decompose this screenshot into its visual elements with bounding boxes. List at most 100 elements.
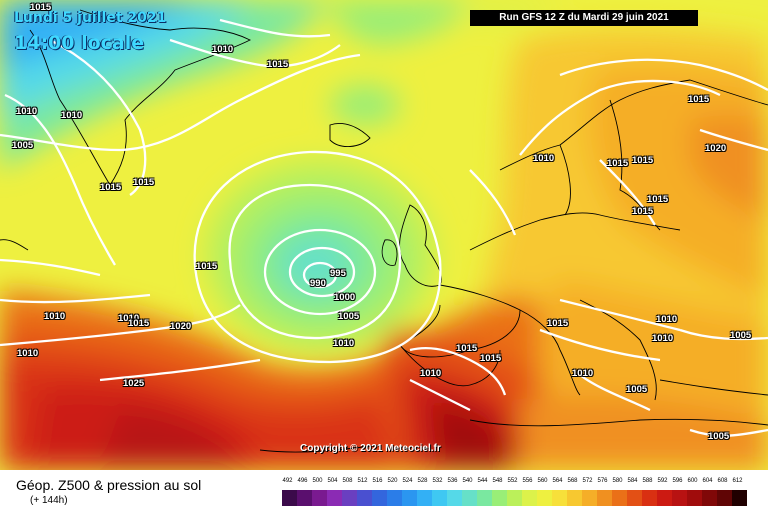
scale-tick-label: 500 bbox=[312, 478, 323, 484]
isobar-label: 1005 bbox=[708, 431, 730, 442]
scale-tick-label: 588 bbox=[642, 478, 653, 484]
isobar-label: 1015 bbox=[267, 59, 289, 70]
scale-tick-label: 552 bbox=[507, 478, 518, 484]
scale-tick-label: 540 bbox=[462, 478, 473, 484]
isobar-label: 1005 bbox=[12, 140, 34, 151]
scale-color-box bbox=[687, 490, 702, 506]
forecast-date: Lundi 5 juillet 2021 bbox=[14, 10, 167, 26]
scale-color-box bbox=[282, 490, 297, 506]
isobar-label: 1015 bbox=[647, 194, 669, 205]
scale-color-box bbox=[672, 490, 687, 506]
scale-tick-label: 544 bbox=[477, 478, 488, 484]
map-canvas bbox=[0, 0, 768, 470]
isobar-label: 1010 bbox=[212, 44, 234, 55]
scale-tick-label: 532 bbox=[432, 478, 443, 484]
isobar-label: 1010 bbox=[118, 313, 140, 324]
scale-tick-label: 512 bbox=[357, 478, 368, 484]
scale-color-box bbox=[342, 490, 357, 506]
scale-color-box bbox=[642, 490, 657, 506]
isobar-label: 1005 bbox=[338, 311, 360, 322]
scale-color-box bbox=[507, 490, 522, 506]
scale-tick-label: 556 bbox=[522, 478, 533, 484]
isobar-label: 1005 bbox=[626, 384, 648, 395]
scale-color-box bbox=[327, 490, 342, 506]
scale-color-box bbox=[402, 490, 417, 506]
scale-color-box bbox=[552, 490, 567, 506]
scale-tick-label: 604 bbox=[702, 478, 713, 484]
scale-tick-label: 600 bbox=[687, 478, 698, 484]
scale-tick-label: 528 bbox=[417, 478, 428, 484]
scale-color-box bbox=[597, 490, 612, 506]
forecast-local-time: 14:00 locale bbox=[14, 32, 145, 54]
isobar-label: 1020 bbox=[705, 143, 727, 154]
scale-tick-label: 524 bbox=[402, 478, 413, 484]
scale-color-box bbox=[297, 490, 312, 506]
scale-color-box bbox=[417, 490, 432, 506]
isobar-label: 1010 bbox=[61, 110, 83, 121]
legend-footer: Géop. Z500 & pression au sol (+ 144h) 49… bbox=[0, 470, 768, 512]
isobar-label: 1010 bbox=[44, 311, 66, 322]
isobar-label: 1010 bbox=[652, 333, 674, 344]
isobar-label: 1020 bbox=[170, 321, 192, 332]
isobar-label: 1015 bbox=[547, 318, 569, 329]
scale-tick-label: 548 bbox=[492, 478, 503, 484]
scale-tick-label: 592 bbox=[657, 478, 668, 484]
isobar-label: 1015 bbox=[128, 318, 150, 329]
scale-color-box bbox=[312, 490, 327, 506]
isobar-label: 1010 bbox=[656, 314, 678, 325]
scale-tick-label: 576 bbox=[597, 478, 608, 484]
isobar-label: 1010 bbox=[420, 368, 442, 379]
forecast-hours: (+ 144h) bbox=[30, 495, 68, 506]
scale-tick-label: 516 bbox=[372, 478, 383, 484]
legend-title: Géop. Z500 & pression au sol bbox=[16, 477, 202, 493]
copyright-text: Copyright © 2021 Meteociel.fr bbox=[300, 443, 441, 454]
scale-color-box bbox=[717, 490, 732, 506]
scale-color-box bbox=[657, 490, 672, 506]
model-run-label: Run GFS 12 Z du Mardi 29 juin 2021 bbox=[470, 10, 698, 26]
isobar-label: 995 bbox=[330, 268, 346, 279]
scale-color-box bbox=[357, 490, 372, 506]
isobar-label: 1015 bbox=[688, 94, 710, 105]
isobar-label: 1010 bbox=[16, 106, 38, 117]
scale-color-box bbox=[492, 490, 507, 506]
scale-tick-label: 508 bbox=[342, 478, 353, 484]
isobar-lines bbox=[0, 18, 768, 437]
isobar-label: 1000 bbox=[334, 292, 356, 303]
isobar-label: 1015 bbox=[100, 182, 122, 193]
scale-tick-label: 584 bbox=[627, 478, 638, 484]
isobar-label: 1025 bbox=[123, 378, 145, 389]
isobar-label: 1010 bbox=[533, 153, 555, 164]
isobar-label: 1010 bbox=[333, 338, 355, 349]
scale-tick-label: 580 bbox=[612, 478, 623, 484]
scale-color-box bbox=[567, 490, 582, 506]
isobar-label: 1005 bbox=[730, 330, 752, 341]
isobar-label: 1015 bbox=[30, 2, 52, 13]
scale-tick-label: 536 bbox=[447, 478, 458, 484]
scale-color-box bbox=[432, 490, 447, 506]
scale-color-box bbox=[447, 490, 462, 506]
scale-tick-label: 492 bbox=[282, 478, 293, 484]
scale-tick-label: 496 bbox=[297, 478, 308, 484]
scale-tick-label: 560 bbox=[537, 478, 548, 484]
weather-map: 1015 1010 1015 1010 1005 1015 1015 1015 … bbox=[0, 0, 768, 470]
scale-tick-label: 596 bbox=[672, 478, 683, 484]
scale-tick-label: 572 bbox=[582, 478, 593, 484]
color-scale: 492 496 500 504 508 512 516 520 524 528 532 536 540 5… bbox=[282, 478, 752, 510]
isobar-label: 1015 bbox=[632, 155, 654, 166]
isobar-label: 1015 bbox=[632, 206, 654, 217]
scale-color-box bbox=[387, 490, 402, 506]
scale-color-box bbox=[582, 490, 597, 506]
scale-color-box bbox=[732, 490, 747, 506]
scale-color-box bbox=[702, 490, 717, 506]
isobar-label: 1015 bbox=[607, 158, 629, 169]
scale-tick-label: 520 bbox=[387, 478, 398, 484]
scale-color-box bbox=[627, 490, 642, 506]
geopotential-field bbox=[0, 0, 768, 470]
scale-color-box bbox=[612, 490, 627, 506]
isobar-label: 1015 bbox=[456, 343, 478, 354]
isobar-label: 1010 bbox=[17, 348, 39, 359]
scale-color-box bbox=[522, 490, 537, 506]
scale-color-box bbox=[372, 490, 387, 506]
scale-color-box bbox=[537, 490, 552, 506]
isobar-label: 1015 bbox=[133, 177, 155, 188]
